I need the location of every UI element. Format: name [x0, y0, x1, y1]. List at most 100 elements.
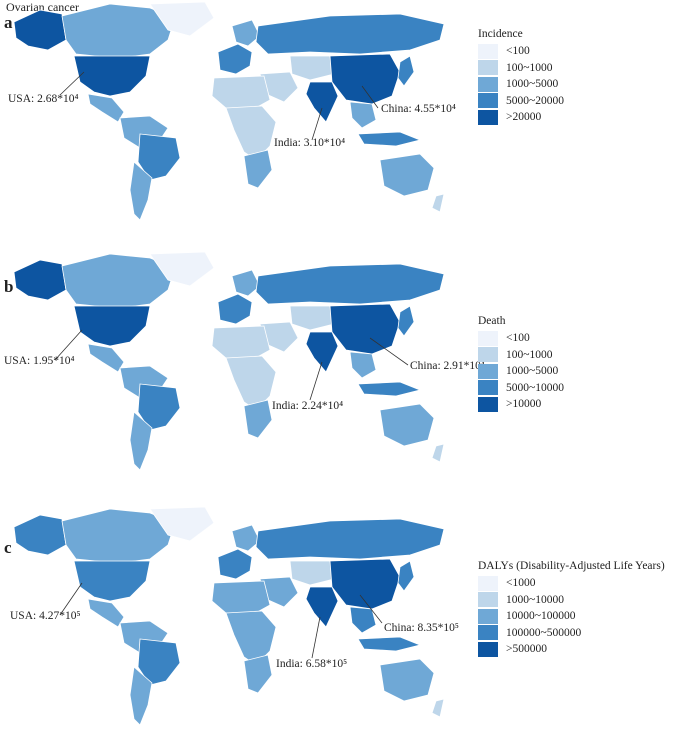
legend-label: 5000~10000 [506, 381, 564, 394]
region-new-zealand [431, 193, 445, 213]
callout-china: China: 4.55*10⁴ [381, 103, 456, 115]
callout-india: India: 6.58*10⁵ [276, 658, 348, 670]
callout-india: India: 2.24*10⁴ [272, 400, 344, 412]
legend-swatch [478, 641, 498, 657]
region-brazil [137, 638, 181, 686]
region-greenland [149, 506, 215, 542]
panel-letter-a: a [4, 13, 13, 32]
region-russia [255, 263, 445, 305]
region-australia [379, 403, 435, 447]
india-leader-line [311, 616, 321, 659]
region-alaska [13, 9, 67, 51]
china-leader-line [359, 594, 383, 624]
world-map-dalys [13, 506, 445, 726]
region-australia [379, 658, 435, 702]
legend-item: >20000 [478, 109, 564, 126]
legend-dalys: DALYs (Disability-Adjusted Life Years) <… [478, 560, 665, 658]
region-usa [73, 560, 151, 602]
region-japan [397, 305, 415, 337]
panel-letter-c: c [4, 538, 12, 557]
panel-letter-b: b [4, 277, 14, 296]
legend-label: 1000~5000 [506, 365, 559, 378]
region-china [329, 53, 401, 105]
panel-b: b USA: 1.95*10⁴ India: 2.24*10⁴ China: 2… [0, 250, 685, 495]
china-leader-line [361, 85, 379, 109]
region-south-america-south [129, 161, 153, 221]
region-africa-north [211, 75, 271, 111]
legend-item: 1000~5000 [478, 76, 564, 93]
region-greenland [149, 1, 215, 37]
legend-item: 100~1000 [478, 60, 564, 77]
region-africa-south [243, 654, 273, 694]
india-leader-line [309, 361, 323, 401]
region-scandinavia [231, 524, 261, 552]
legend-item: 100~1000 [478, 347, 564, 364]
region-southeast-asia [349, 606, 377, 634]
region-china [329, 558, 401, 610]
region-russia [255, 518, 445, 560]
legend-label: 5000~20000 [506, 94, 564, 107]
legend-swatch [478, 93, 498, 109]
region-japan [397, 55, 415, 87]
region-brazil [137, 133, 181, 181]
region-new-zealand [431, 443, 445, 463]
region-mexico-central [87, 598, 125, 628]
legend-label: <100 [506, 45, 530, 58]
region-australia [379, 153, 435, 197]
legend-swatch [478, 60, 498, 76]
legend-item: 100000~500000 [478, 625, 665, 642]
legend-item: <100 [478, 43, 564, 60]
figure-title: Ovarian cancer [6, 0, 79, 14]
region-india [305, 81, 339, 123]
legend-label: >20000 [506, 111, 542, 124]
panel-a: a USA: 2.68*10⁴ India: 3.10*10⁴ China: 4… [0, 0, 685, 245]
legend-label: 100000~500000 [506, 626, 582, 639]
region-southeast-asia [349, 351, 377, 379]
legend-swatch [478, 109, 498, 125]
region-africa-south [243, 399, 273, 439]
region-south-america-south [129, 666, 153, 726]
legend-title: Death [478, 315, 506, 327]
region-south-america-south [129, 411, 153, 471]
india-leader-line [311, 107, 323, 141]
legend-swatch [478, 363, 498, 379]
legend-label: 100~1000 [506, 348, 553, 361]
region-europe-west [217, 43, 253, 75]
region-africa-north [211, 325, 271, 361]
legend-item: >500000 [478, 641, 665, 658]
region-china [329, 303, 401, 355]
region-canada [61, 508, 176, 564]
region-europe-west [217, 293, 253, 325]
legend-swatch [478, 330, 498, 346]
region-africa-south [243, 149, 273, 189]
region-canada [61, 253, 176, 309]
usa-leader-line [59, 71, 85, 96]
callout-india: India: 3.10*10⁴ [274, 137, 346, 149]
legend-title: Incidence [478, 28, 523, 40]
legend-item: >10000 [478, 396, 564, 413]
region-scandinavia [231, 269, 261, 297]
region-europe-west [217, 548, 253, 580]
legend-label: >500000 [506, 643, 547, 656]
legend-swatch [478, 380, 498, 396]
legend-swatch [478, 625, 498, 641]
legend-item: <100 [478, 330, 564, 347]
region-usa [73, 305, 151, 347]
region-central-asia [289, 55, 335, 81]
callout-usa: USA: 1.95*10⁴ [4, 355, 75, 367]
region-new-zealand [431, 698, 445, 718]
callout-china: China: 2.91*10⁴ [410, 360, 485, 372]
legend-swatch [478, 575, 498, 591]
panel-c: c USA: 4.27*10⁵ India: 6.58*10⁵ China: 8… [0, 505, 685, 754]
legend-item: 1000~10000 [478, 592, 665, 609]
legend-label: 1000~5000 [506, 78, 559, 91]
region-indonesia [357, 131, 422, 147]
region-indonesia [357, 381, 422, 397]
region-alaska [13, 514, 67, 556]
callout-usa: USA: 4.27*10⁵ [10, 610, 81, 622]
legend-label: <1000 [506, 577, 536, 590]
region-india [305, 586, 339, 628]
legend-swatch [478, 347, 498, 363]
legend-item: 1000~5000 [478, 363, 564, 380]
region-africa-north [211, 580, 271, 616]
